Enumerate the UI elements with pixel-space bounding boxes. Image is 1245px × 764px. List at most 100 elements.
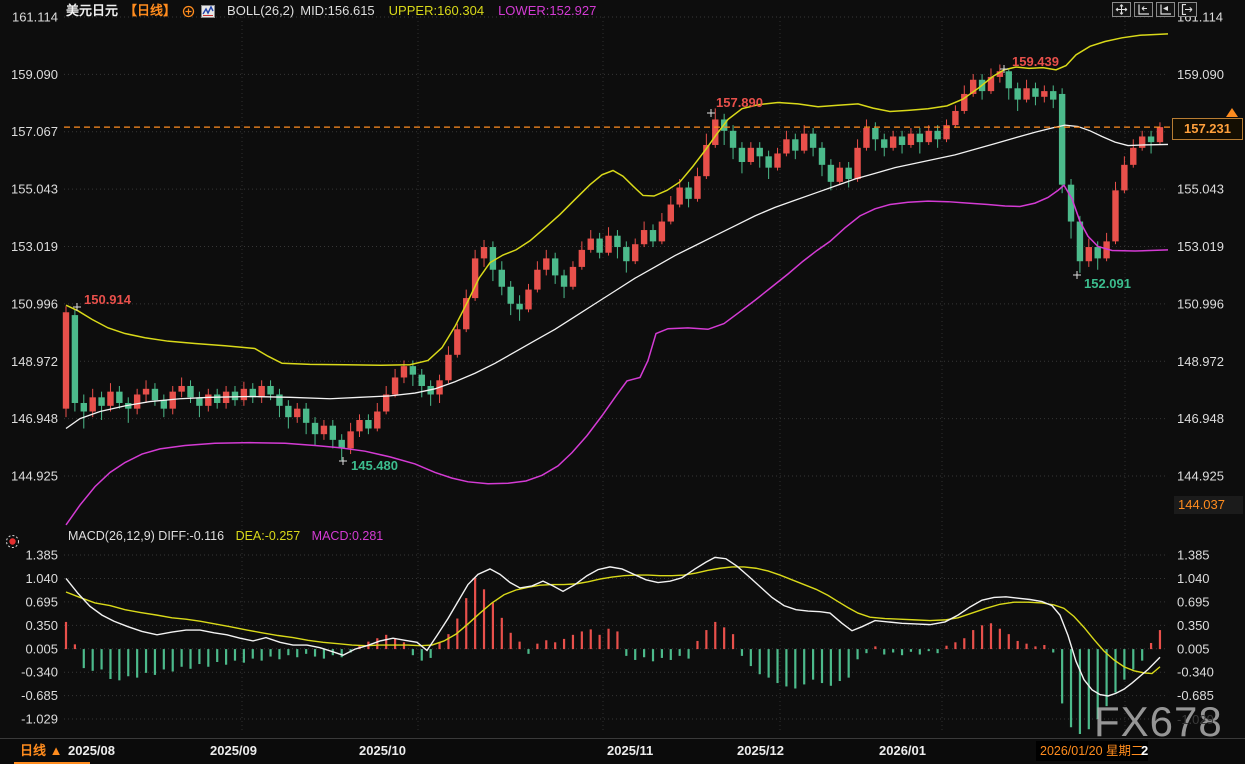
candle-body bbox=[294, 408, 301, 418]
macd-tick-label-right: 1.040 bbox=[1177, 571, 1210, 586]
candle-body bbox=[943, 125, 950, 140]
candle-body bbox=[480, 247, 488, 259]
candle-body bbox=[400, 366, 408, 378]
current-price-value: 157.231 bbox=[1184, 121, 1231, 137]
exit-chart-button[interactable] bbox=[1178, 2, 1197, 17]
macd-tick-label-left: 1.040 bbox=[25, 571, 58, 586]
candle-body bbox=[356, 420, 363, 432]
price-tick-label-left: 157.067 bbox=[11, 124, 58, 139]
candle-body bbox=[498, 269, 506, 287]
candle-body bbox=[667, 204, 674, 222]
axis-low-value: 144.037 bbox=[1178, 497, 1225, 512]
candle-body bbox=[1023, 88, 1030, 100]
candle-body bbox=[1032, 88, 1039, 97]
candle-body bbox=[889, 136, 897, 148]
candle-body bbox=[1121, 164, 1128, 191]
price-up-arrow-icon bbox=[1226, 108, 1238, 117]
price-tick-label-right: 148.972 bbox=[1177, 354, 1224, 369]
candle-body bbox=[391, 377, 399, 395]
price-annotation: 145.480 bbox=[351, 458, 398, 473]
candle-body bbox=[881, 139, 888, 148]
candle-body bbox=[1041, 91, 1048, 97]
price-annotation: 159.439 bbox=[1012, 54, 1059, 69]
candle-body bbox=[1058, 93, 1066, 185]
candle-body bbox=[454, 329, 461, 355]
symbol-name: 美元日元 bbox=[66, 3, 119, 18]
date-tooltip: 2026/01/20 星期二 bbox=[1036, 741, 1148, 761]
period-active-underline bbox=[14, 762, 90, 764]
candle-body bbox=[729, 130, 737, 148]
candle-body bbox=[205, 394, 212, 406]
candle-body bbox=[516, 303, 523, 310]
candle-body bbox=[605, 235, 612, 253]
candle-body bbox=[409, 366, 417, 375]
macd-tick-label-left: -1.029 bbox=[21, 712, 58, 727]
candle-body bbox=[969, 79, 977, 94]
macd-diff-label: MACD(26,12,9) DIFF:-0.116 bbox=[68, 529, 225, 543]
macd-tick-label-right: 1.385 bbox=[1177, 548, 1210, 563]
candle-body bbox=[1085, 247, 1093, 262]
chart-type-icon[interactable] bbox=[201, 4, 216, 18]
candle-body bbox=[632, 244, 639, 262]
move-tool-button[interactable] bbox=[1112, 2, 1131, 17]
annotations-group: 150.914 145.480 157.890 159.439 152.091 bbox=[73, 54, 1131, 473]
record-dot-icon bbox=[4, 533, 21, 555]
candle-body bbox=[107, 391, 114, 406]
candle-body bbox=[836, 167, 843, 182]
macd-tick-label-left: 0.350 bbox=[25, 618, 58, 633]
macd-tick-label-left: 1.385 bbox=[25, 548, 58, 563]
candle-body bbox=[133, 394, 141, 409]
macd-tick-label-left: -0.340 bbox=[21, 665, 58, 680]
candle-body bbox=[854, 147, 861, 180]
macd-hist-group bbox=[64, 577, 1162, 735]
vertical-gridlines bbox=[241, 17, 1126, 733]
candle-body bbox=[756, 147, 763, 157]
sort-up-icon: ▲ bbox=[49, 743, 63, 758]
axis-pan-right-button[interactable] bbox=[1156, 2, 1175, 17]
macd-tick-label-right: -0.340 bbox=[1177, 665, 1214, 680]
candle-body bbox=[578, 249, 586, 267]
candle-body bbox=[169, 391, 176, 409]
candle-body bbox=[747, 147, 755, 162]
candle-body bbox=[872, 127, 879, 140]
price-tick-label-left: 144.925 bbox=[11, 469, 58, 484]
candle-body bbox=[463, 298, 470, 330]
candle-body bbox=[587, 238, 594, 250]
candle-body bbox=[952, 110, 959, 126]
timeline-date-label: 2025/11 bbox=[607, 743, 654, 758]
candle-body bbox=[489, 247, 497, 270]
candle-body bbox=[1112, 190, 1119, 242]
candle-body bbox=[863, 127, 870, 148]
period-tag: 【日线】 bbox=[124, 3, 177, 18]
candle-body bbox=[543, 258, 550, 270]
candle-body bbox=[898, 136, 906, 145]
candle-body bbox=[987, 76, 995, 92]
boll-mid-line bbox=[65, 124, 1169, 430]
candle-body bbox=[311, 422, 319, 435]
axis-low-tag: 144.037 bbox=[1174, 496, 1243, 514]
candle-body bbox=[445, 354, 452, 381]
candle-body bbox=[614, 235, 621, 248]
candle-body bbox=[382, 394, 390, 412]
macd-tick-label-left: -0.685 bbox=[21, 688, 58, 703]
candle-body bbox=[658, 221, 666, 242]
price-cross-marker bbox=[707, 109, 715, 117]
candle-body bbox=[302, 408, 310, 423]
candle-body bbox=[801, 133, 808, 151]
add-circle-icon[interactable] bbox=[182, 5, 195, 18]
macd-header: MACD(26,12,9) DIFF:-0.116 DEA:-0.257 MAC… bbox=[68, 529, 383, 543]
axis-pan-left-button[interactable] bbox=[1134, 2, 1153, 17]
candle-body bbox=[703, 144, 710, 177]
price-tick-label-left: 148.972 bbox=[11, 354, 58, 369]
macd-lines-group bbox=[65, 556, 1161, 697]
candle-body bbox=[80, 402, 87, 412]
candle-body bbox=[187, 385, 194, 398]
candle-body bbox=[418, 374, 425, 386]
candle-body bbox=[569, 266, 577, 287]
candle-body bbox=[116, 391, 123, 403]
price-tick-label-right: 155.043 bbox=[1177, 182, 1224, 197]
period-switch[interactable]: 日线 ▲ bbox=[20, 743, 63, 758]
price-cross-marker bbox=[73, 303, 81, 311]
